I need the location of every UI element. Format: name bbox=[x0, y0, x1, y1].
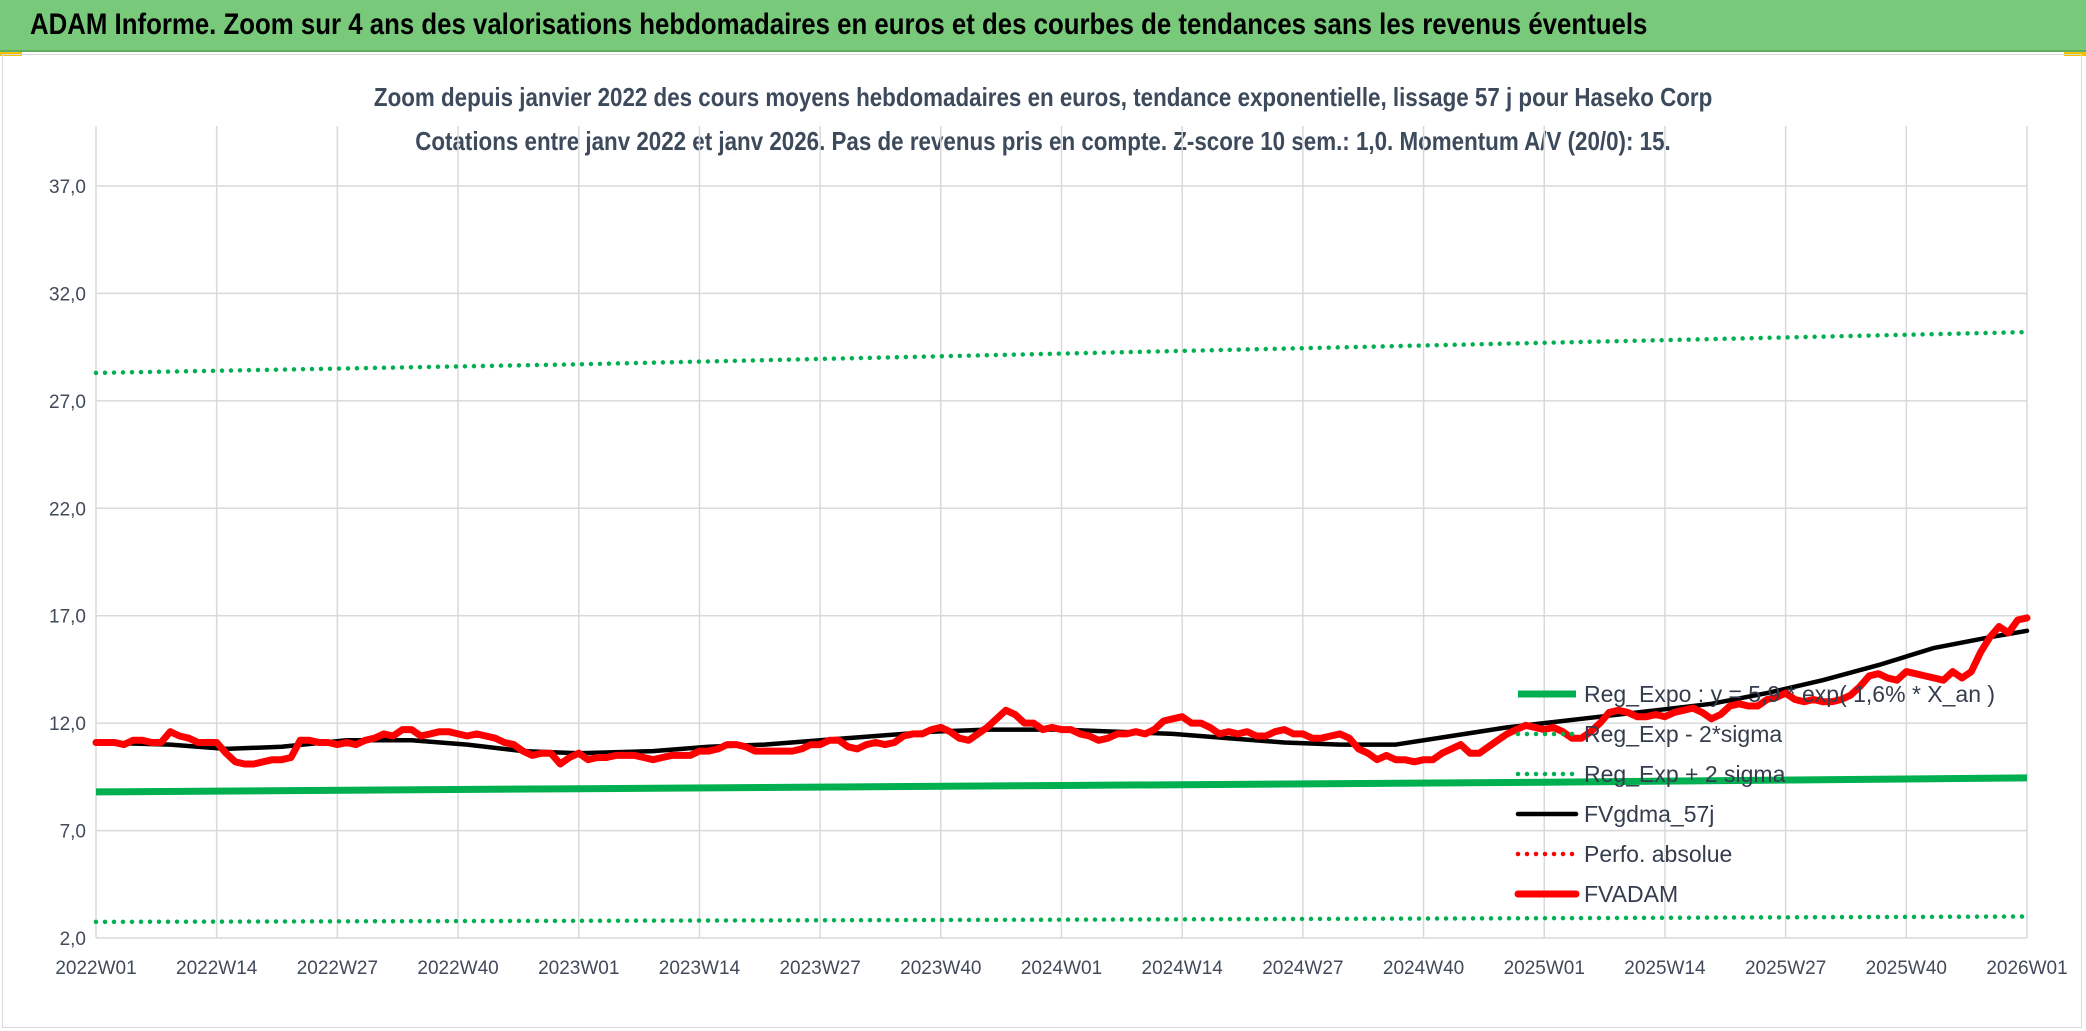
x-tick-label: 2025W14 bbox=[1624, 958, 1706, 979]
y-tick-label: 32,0 bbox=[49, 284, 86, 305]
x-tick-label: 2023W01 bbox=[538, 958, 619, 979]
x-tick-label: 2022W01 bbox=[55, 958, 136, 979]
report-banner: ADAM Informe. Zoom sur 4 ans des valoris… bbox=[0, 0, 2086, 52]
legend-label: Reg_Expo : y = 5,9 * exp( 1,6% * X_an ) bbox=[1584, 681, 1995, 707]
x-tick-label: 2025W01 bbox=[1504, 958, 1585, 979]
x-tick-label: 2023W40 bbox=[900, 958, 981, 979]
legend-label: Reg_Exp - 2*sigma bbox=[1584, 721, 1782, 747]
y-tick-label: 2,0 bbox=[60, 929, 86, 950]
legend: Reg_Expo : y = 5,9 * exp( 1,6% * X_an ) R… bbox=[1514, 681, 1995, 907]
axis-ticks: 2,0 7,0 12,0 17,0 22,0 27,0 32,0 37,0 2022W01 202… bbox=[49, 177, 2068, 979]
chart-frame bbox=[2, 54, 2082, 1028]
y-tick-label: 27,0 bbox=[49, 392, 86, 413]
chart-subtitle-text: Cotations entre janv 2022 et janv 2026. … bbox=[415, 126, 1671, 156]
x-tick-label: 2023W14 bbox=[659, 958, 741, 979]
y-tick-label: 22,0 bbox=[49, 499, 86, 520]
chart-title: Zoom depuis janvier 2022 des cours moyen… bbox=[0, 82, 2086, 113]
x-tick-label: 2024W27 bbox=[1262, 958, 1343, 979]
series-line-1 bbox=[93, 914, 2030, 925]
y-tick-label: 37,0 bbox=[49, 177, 86, 198]
legend-label: Reg_Exp + 2 sigma bbox=[1584, 761, 1786, 787]
chart-title-text: Zoom depuis janvier 2022 des cours moyen… bbox=[373, 82, 1713, 112]
y-tick-label: 17,0 bbox=[49, 607, 86, 628]
x-tick-label: 2024W14 bbox=[1142, 958, 1224, 979]
x-tick-label: 2022W27 bbox=[297, 958, 378, 979]
legend-label: Perfo. absolue bbox=[1584, 841, 1732, 867]
grid bbox=[95, 126, 2028, 939]
x-tick-label: 2022W40 bbox=[417, 958, 498, 979]
x-tick-label: 2025W27 bbox=[1745, 958, 1826, 979]
legend-label: FVADAM bbox=[1584, 881, 1678, 907]
series-line-0 bbox=[95, 774, 2028, 796]
series-line-2 bbox=[93, 329, 2030, 376]
x-tick-label: 2025W40 bbox=[1866, 958, 1947, 979]
y-tick-label: 12,0 bbox=[49, 714, 86, 735]
y-tick-label: 7,0 bbox=[60, 822, 86, 843]
report-title: ADAM Informe. Zoom sur 4 ans des valoris… bbox=[30, 8, 1648, 41]
x-tick-label: 2023W27 bbox=[779, 958, 860, 979]
series-line-5 bbox=[92, 614, 2031, 768]
legend-label: FVgdma_57j bbox=[1584, 801, 1714, 827]
x-tick-label: 2024W01 bbox=[1021, 958, 1102, 979]
x-tick-label: 2022W14 bbox=[176, 958, 258, 979]
x-tick-label: 2026W01 bbox=[1986, 958, 2067, 979]
x-tick-label: 2024W40 bbox=[1383, 958, 1464, 979]
chart-subtitle: Cotations entre janv 2022 et janv 2026. … bbox=[0, 126, 2086, 157]
series-lines bbox=[92, 329, 2031, 925]
